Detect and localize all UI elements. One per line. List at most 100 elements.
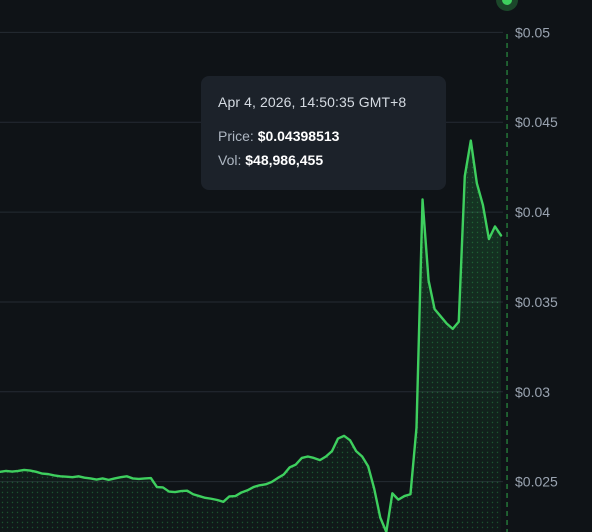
data-point[interactable]	[83, 476, 87, 480]
highlight-point[interactable]	[502, 0, 513, 5]
data-point[interactable]	[125, 474, 129, 478]
data-point[interactable]	[137, 477, 141, 481]
data-point[interactable]	[16, 469, 20, 473]
data-point[interactable]	[258, 483, 262, 487]
data-point[interactable]	[119, 475, 123, 479]
data-point[interactable]	[70, 475, 74, 479]
data-point[interactable]	[457, 320, 461, 324]
data-point[interactable]	[76, 474, 80, 478]
data-point[interactable]	[282, 472, 286, 476]
data-point[interactable]	[318, 458, 322, 462]
data-point[interactable]	[264, 482, 268, 486]
data-point[interactable]	[402, 494, 406, 498]
y-axis-ticks: $0.05 $0.045 $0.04 $0.035 $0.03 $0.025	[515, 24, 558, 489]
data-point[interactable]	[372, 487, 376, 491]
y-tick-label: $0.04	[515, 204, 550, 220]
data-point[interactable]	[239, 490, 243, 494]
data-point[interactable]	[149, 476, 153, 480]
data-point[interactable]	[354, 449, 358, 453]
data-point[interactable]	[366, 464, 370, 468]
data-point[interactable]	[481, 203, 485, 207]
y-tick-label: $0.045	[515, 114, 558, 130]
area-dots	[0, 140, 501, 532]
data-point[interactable]	[107, 478, 111, 482]
data-point[interactable]	[324, 455, 328, 459]
data-point[interactable]	[433, 307, 437, 311]
data-point[interactable]	[161, 485, 165, 489]
data-point[interactable]	[288, 465, 292, 469]
data-point[interactable]	[439, 314, 443, 318]
data-point[interactable]	[155, 485, 159, 489]
data-point[interactable]	[499, 233, 503, 237]
data-point[interactable]	[252, 485, 256, 489]
data-point[interactable]	[469, 139, 473, 143]
data-point[interactable]	[197, 494, 201, 498]
data-point[interactable]	[396, 498, 400, 502]
data-point[interactable]	[191, 492, 195, 496]
data-point[interactable]	[64, 475, 68, 479]
data-point[interactable]	[451, 327, 455, 331]
data-point[interactable]	[185, 489, 189, 493]
data-point[interactable]	[209, 497, 213, 501]
data-point[interactable]	[312, 456, 316, 460]
data-point[interactable]	[427, 278, 431, 282]
data-point[interactable]	[336, 437, 340, 441]
data-point[interactable]	[294, 463, 298, 467]
data-point[interactable]	[89, 476, 93, 480]
data-point[interactable]	[221, 500, 225, 504]
y-tick-label: $0.025	[515, 474, 558, 490]
data-point[interactable]	[10, 470, 14, 474]
tooltip-price-label: Price:	[218, 128, 254, 144]
data-point[interactable]	[421, 198, 425, 202]
data-point[interactable]	[113, 476, 117, 480]
data-point[interactable]	[445, 322, 449, 326]
data-point[interactable]	[276, 476, 280, 480]
tooltip-vol-row: Vol: $48,986,455	[218, 152, 429, 168]
data-point[interactable]	[40, 472, 44, 476]
series-line	[0, 139, 503, 532]
data-point[interactable]	[203, 496, 207, 500]
data-point[interactable]	[46, 472, 50, 476]
data-point[interactable]	[414, 426, 418, 430]
data-point[interactable]	[143, 476, 147, 480]
data-point[interactable]	[378, 516, 382, 520]
highlight-halo	[496, 0, 519, 11]
data-point[interactable]	[330, 449, 334, 453]
y-tick-label: $0.035	[515, 294, 558, 310]
data-point[interactable]	[245, 488, 249, 492]
crosshair	[496, 0, 519, 532]
data-point[interactable]	[173, 490, 177, 494]
data-point[interactable]	[58, 474, 62, 478]
data-point[interactable]	[475, 181, 479, 185]
data-point[interactable]	[233, 494, 237, 498]
tooltip-vol-value: $48,986,455	[245, 152, 324, 168]
data-point[interactable]	[215, 498, 219, 502]
data-point[interactable]	[348, 438, 352, 442]
price-line	[0, 139, 503, 532]
tooltip-date: Apr 4, 2026, 14:50:35 GMT+8	[218, 94, 407, 110]
data-point[interactable]	[52, 473, 56, 477]
data-point[interactable]	[167, 490, 171, 494]
tooltip-price-row: Price: $0.04398513	[218, 128, 429, 144]
data-point[interactable]	[4, 469, 8, 473]
data-point[interactable]	[34, 470, 38, 474]
data-point[interactable]	[408, 492, 412, 496]
data-point[interactable]	[342, 434, 346, 438]
data-point[interactable]	[487, 237, 491, 241]
data-point[interactable]	[95, 478, 99, 482]
data-point[interactable]	[463, 174, 467, 178]
data-point[interactable]	[101, 476, 105, 480]
data-point[interactable]	[300, 456, 304, 460]
data-point[interactable]	[270, 480, 274, 484]
data-point[interactable]	[306, 455, 310, 459]
data-point[interactable]	[28, 469, 32, 473]
data-point[interactable]	[179, 489, 183, 493]
data-point[interactable]	[227, 494, 231, 498]
data-point[interactable]	[131, 476, 135, 480]
data-point[interactable]	[360, 455, 364, 459]
data-point[interactable]	[493, 224, 497, 228]
data-point[interactable]	[390, 491, 394, 495]
data-point[interactable]	[22, 468, 26, 472]
